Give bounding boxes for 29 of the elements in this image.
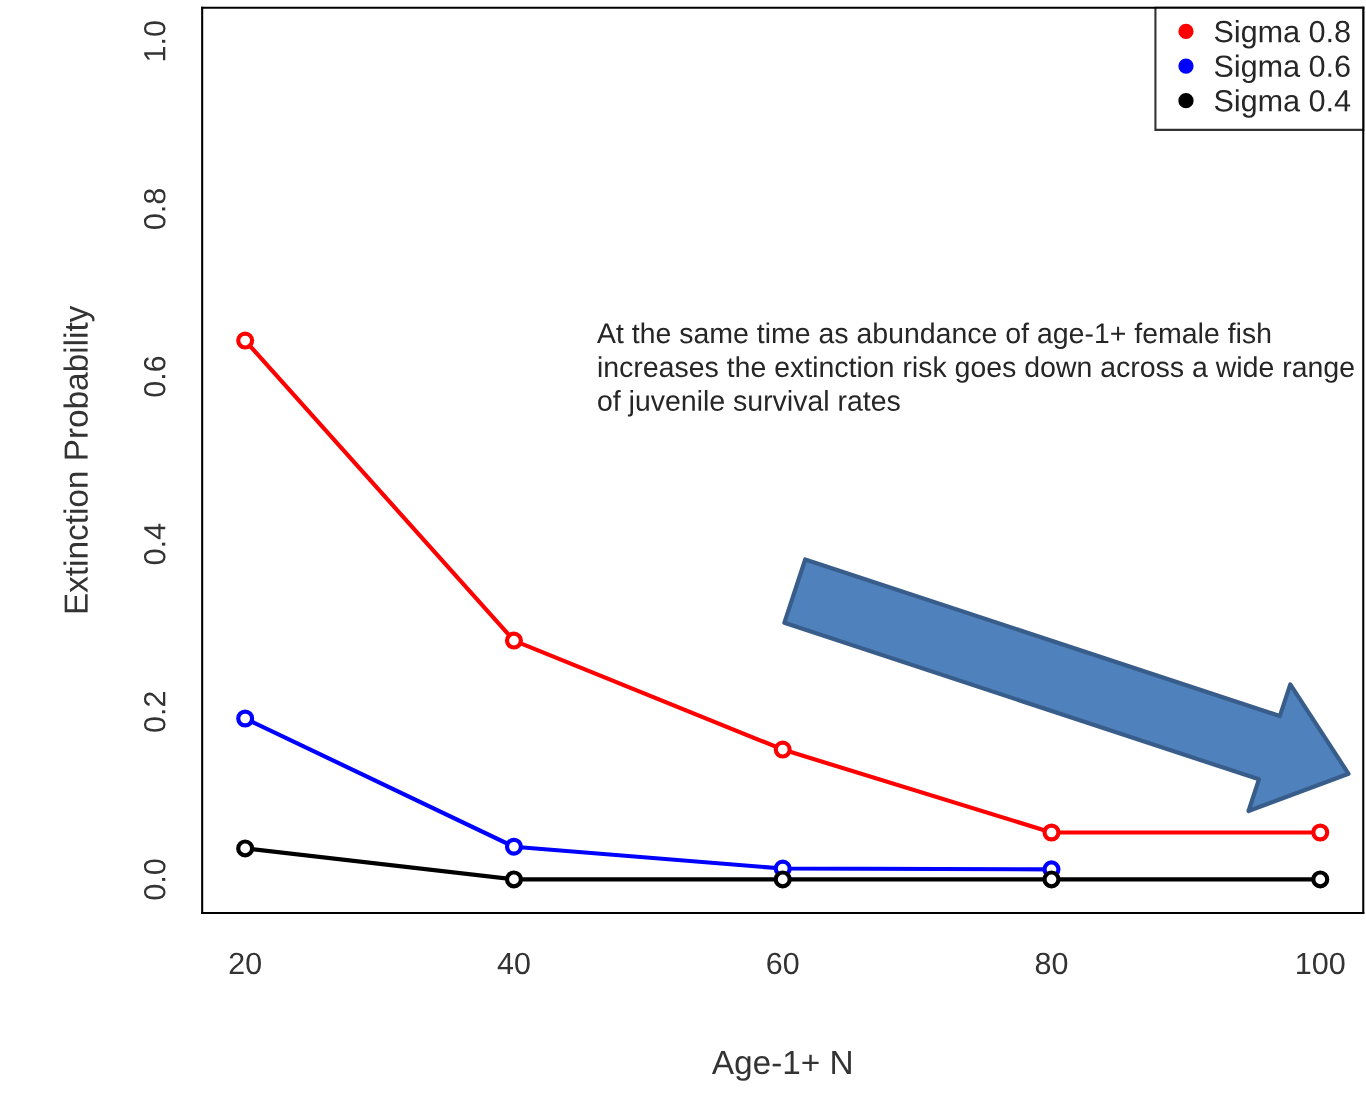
y-axis-title: Extinction Probability xyxy=(63,305,95,613)
point xyxy=(773,870,792,889)
point xyxy=(236,839,255,858)
x-axis-title: Age-1+ N xyxy=(711,1050,851,1081)
point xyxy=(773,740,792,759)
x-tick-label: 80 xyxy=(1035,952,1068,975)
x-tick-label: 100 xyxy=(1297,952,1345,975)
y-tick-label: 0.0 xyxy=(143,859,166,900)
point xyxy=(1042,870,1061,889)
y-tick-label: 0.2 xyxy=(143,692,166,732)
point xyxy=(504,870,523,889)
x-tick-label: 60 xyxy=(767,952,799,975)
legend-label: Sigma 0.6 xyxy=(1214,54,1350,84)
x-tick-label: 20 xyxy=(229,952,261,975)
y-tick-label: 0.4 xyxy=(143,523,166,565)
legend-label: Sigma 0.8 xyxy=(1214,20,1350,49)
y-tick-label: 1.0 xyxy=(143,21,166,61)
point xyxy=(1311,823,1330,842)
point xyxy=(236,709,255,728)
point xyxy=(1042,823,1061,842)
y-tick-label: 0.6 xyxy=(143,356,166,397)
annotation: At the same time as abundance of age-1+ female fish increases the extinction risk goes down across a wide range of juvenile survival rates xyxy=(597,322,1354,417)
y-tick-label: 0.8 xyxy=(143,189,166,229)
point xyxy=(504,837,523,856)
x-tick-label: 40 xyxy=(497,952,530,975)
point xyxy=(236,331,255,350)
legend-label: Sigma 0.4 xyxy=(1214,89,1351,118)
point xyxy=(504,631,523,650)
point xyxy=(1311,870,1330,889)
